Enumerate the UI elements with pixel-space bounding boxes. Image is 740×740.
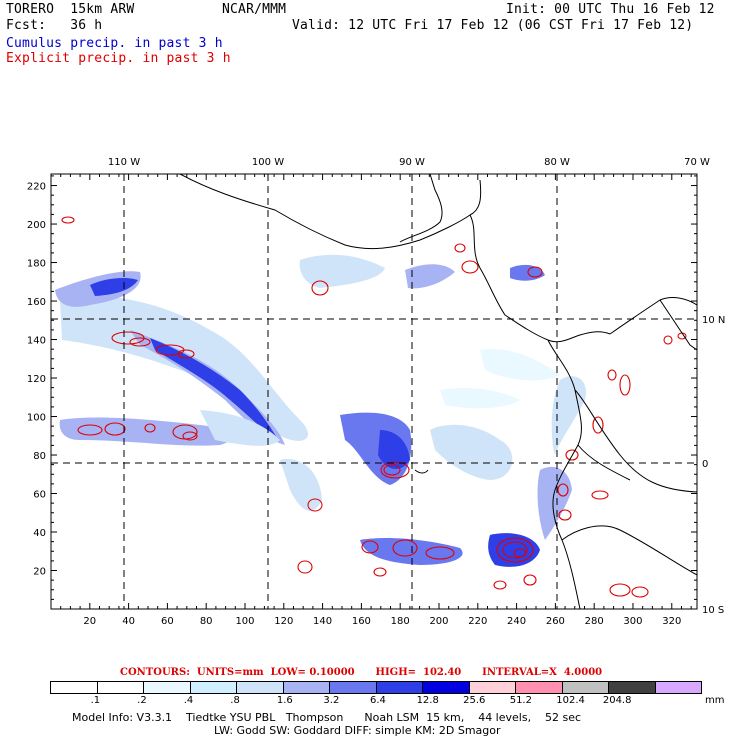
x-tick-label: 140 (313, 616, 332, 627)
legend-swatch (144, 682, 191, 693)
x-tick-label: 20 (83, 616, 96, 627)
legend-swatch (376, 682, 423, 693)
legend-label: 25.6 (463, 695, 486, 706)
x-tick-label: 320 (662, 616, 681, 627)
y-tick-label: 120 (27, 374, 46, 385)
longitude-label: 100 W (252, 157, 284, 168)
legend-label: 51.2 (509, 695, 532, 706)
legend-label: .2 (137, 695, 147, 706)
x-tick-label: 180 (391, 616, 410, 627)
explicit-label: Explicit precip. in past 3 h (6, 51, 231, 66)
legend-swatch (283, 682, 330, 693)
legend-swatch (51, 682, 98, 693)
latitude-label: 10 S (702, 605, 724, 616)
legend-label: .4 (183, 695, 194, 706)
legend-label: .8 (230, 695, 240, 706)
grid-lines (51, 174, 697, 609)
x-tick-label: 240 (507, 616, 526, 627)
x-tick-label: 120 (274, 616, 293, 627)
y-tick-label: 140 (27, 336, 46, 347)
x-tick-label: 260 (546, 616, 565, 627)
legend-label: 204.8 (602, 695, 632, 706)
legend-label: 6.4 (370, 695, 386, 706)
x-tick-label: 40 (122, 616, 135, 627)
legend-swatch (330, 682, 377, 693)
legend-units: mm (705, 695, 725, 706)
legend-swatch (97, 682, 144, 693)
x-tick-label: 200 (429, 616, 448, 627)
x-tick-label: 280 (585, 616, 604, 627)
longitude-labels: 110 W 100 W 90 W 80 W 70 W (108, 157, 710, 168)
y-tick-label: 160 (27, 297, 46, 308)
x-tick-label: 300 (623, 616, 642, 627)
valid-time: Valid: 12 UTC Fri 17 Feb 12 (06 CST Fri … (292, 18, 694, 33)
latitude-labels: 10 N 0 10 S (702, 315, 725, 616)
model-title: TORERO 15km ARW (6, 2, 135, 17)
init-time: Init: 00 UTC Thu 16 Feb 12 (506, 2, 715, 17)
x-axis: 20 40 60 80 100 120 140 160 180 200 220 240 260 280 30… (60, 174, 692, 627)
legend-swatch (469, 682, 516, 693)
y-tick-label: 20 (33, 567, 46, 578)
precip-map: 20 40 60 80 100 120 140 160 180 200 220 240 260 280 30… (27, 157, 725, 627)
legend-swatch (609, 682, 656, 693)
center-name: NCAR/MMM (222, 2, 287, 17)
x-tick-label: 60 (161, 616, 174, 627)
legend-label: 1.6 (276, 695, 293, 706)
y-tick-label: 100 (27, 413, 46, 424)
x-tick-label: 80 (200, 616, 213, 627)
latitude-label: 10 N (702, 315, 725, 326)
legend-swatch (516, 682, 563, 693)
x-tick-label: 220 (468, 616, 487, 627)
legend-swatch (237, 682, 284, 693)
y-tick-label: 80 (33, 451, 46, 462)
physics-info: LW: Godd SW: Goddard DIFF: simple KM: 2D… (214, 724, 501, 737)
y-tick-label: 40 (33, 528, 46, 539)
model-info: Model Info: V3.3.1 Tiedtke YSU PBL Thomp… (72, 711, 582, 724)
y-axis: 20 40 60 80 100 120 140 160 180 200 220 (27, 175, 697, 600)
y-tick-label: 220 (27, 182, 46, 193)
legend-label: .1 (90, 695, 101, 706)
y-tick-label: 60 (33, 490, 46, 501)
map-frame (50, 173, 698, 610)
y-tick-label: 180 (27, 259, 46, 270)
cumulus-label: Cumulus precip. in past 3 h (6, 36, 223, 51)
longitude-label: 80 W (544, 157, 570, 168)
longitude-label: 110 W (108, 157, 140, 168)
legend-label: 12.8 (416, 695, 439, 706)
x-tick-label: 100 (235, 616, 254, 627)
x-tick-label: 160 (352, 616, 371, 627)
latitude-label: 0 (702, 459, 708, 470)
longitude-label: 90 W (399, 157, 425, 168)
contours-info: CONTOURS: UNITS=mm LOW= 0.10000 HIGH= 10… (120, 667, 603, 678)
legend-swatch (423, 682, 470, 693)
explicit-contours (61, 216, 687, 598)
color-legend (50, 681, 702, 694)
legend-swatch (562, 682, 609, 693)
legend-label: 102.4 (556, 695, 585, 706)
y-tick-label: 200 (27, 220, 46, 231)
legend-label: 3.2 (323, 695, 340, 706)
longitude-label: 70 W (684, 157, 710, 168)
legend-swatch (190, 682, 237, 693)
forecast-hour: Fcst: 36 h (6, 18, 103, 33)
legend-swatch (655, 682, 701, 693)
